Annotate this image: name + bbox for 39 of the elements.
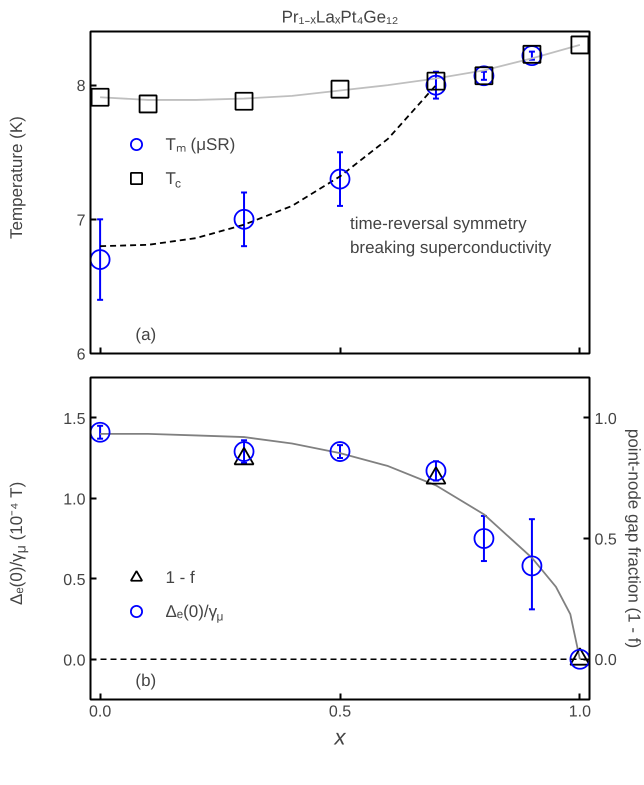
x-tick-label: 0.5 xyxy=(328,704,352,720)
point xyxy=(570,36,590,54)
point xyxy=(90,249,110,270)
point xyxy=(234,92,254,111)
y-tick-label: 0.0 xyxy=(63,652,86,670)
point xyxy=(474,528,494,549)
point xyxy=(330,441,350,462)
legend-label: Tₘ (μSR) xyxy=(165,135,236,154)
y-tick-label: 8 xyxy=(76,78,86,96)
point xyxy=(90,88,110,107)
point xyxy=(426,72,446,91)
x-axis-title: x xyxy=(334,724,346,750)
annotation: (b) xyxy=(135,670,156,690)
y-axis-title: Temperature (K) xyxy=(6,116,27,242)
legend-label: 1 - f xyxy=(165,568,195,587)
y2-tick-label: 0.5 xyxy=(594,532,617,548)
y-tick-label: 0.5 xyxy=(63,572,86,589)
point xyxy=(138,94,158,114)
x-tick-label: 1.0 xyxy=(568,704,592,720)
y-tick-label: 1.0 xyxy=(63,491,86,508)
y2-axis-title: point-node gap fraction (1 - f) xyxy=(624,428,644,648)
point xyxy=(330,168,350,190)
annotation: time-reversal symmetry breaking superconductivity xyxy=(350,214,552,257)
point xyxy=(234,441,254,462)
annotation: (a) xyxy=(135,324,156,344)
point xyxy=(426,74,446,96)
chart-title: Pr₁₋ₓLaₓPt₄Ge₁₂ xyxy=(282,8,398,26)
y-tick-label: 1.5 xyxy=(63,410,86,428)
point xyxy=(234,208,254,230)
point xyxy=(426,460,446,482)
y2-tick-label: 0.0 xyxy=(594,652,617,670)
point xyxy=(522,555,542,576)
y-tick-label: 7 xyxy=(76,212,86,230)
y2-tick-label: 1.0 xyxy=(594,410,617,428)
point xyxy=(570,648,590,670)
point xyxy=(330,80,350,99)
y-tick-label: 6 xyxy=(76,346,86,364)
x-tick-label: 0.0 xyxy=(88,704,112,720)
point xyxy=(90,422,110,443)
